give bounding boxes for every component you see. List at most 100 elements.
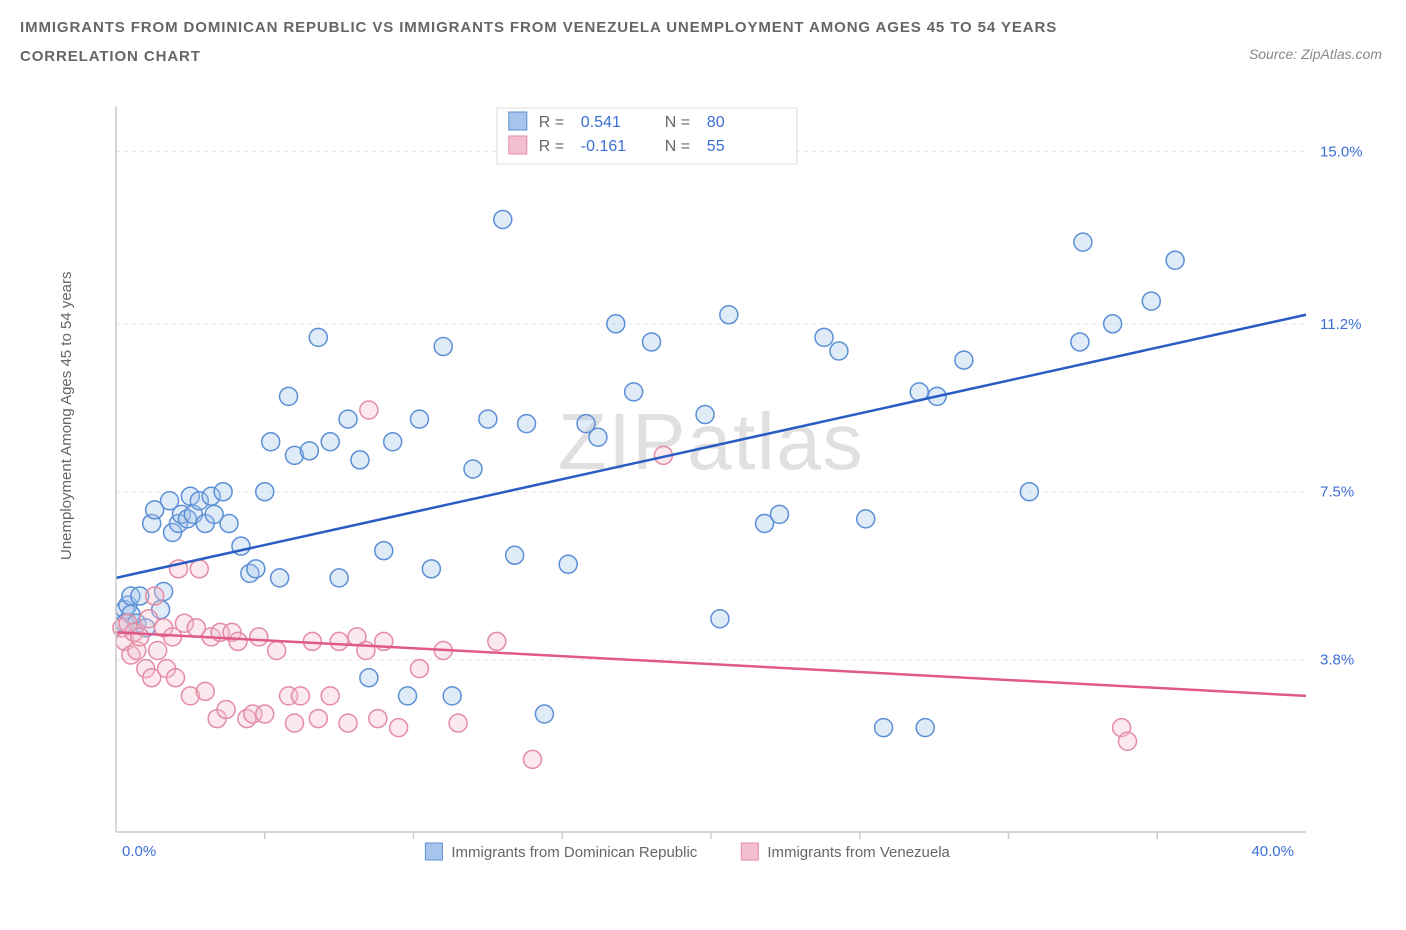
data-point [830, 342, 848, 360]
data-point [422, 560, 440, 578]
data-point [375, 542, 393, 560]
data-point [250, 628, 268, 646]
data-point [309, 328, 327, 346]
data-point [229, 632, 247, 650]
legend-n-value: 55 [707, 138, 725, 155]
data-point [1119, 732, 1137, 750]
scatter-plot: 3.8%7.5%11.2%15.0%ZIPatlas0.0%40.0%R =0.… [98, 100, 1388, 872]
legend-n-label: N = [665, 114, 690, 131]
data-point [506, 546, 524, 564]
data-point [711, 610, 729, 628]
legend-swatch [741, 843, 758, 860]
legend-series-label: Immigrants from Dominican Republic [451, 844, 697, 861]
data-point [196, 682, 214, 700]
data-point [330, 632, 348, 650]
data-point [351, 451, 369, 469]
data-point [524, 750, 542, 768]
legend-r-label: R = [539, 138, 564, 155]
data-point [369, 710, 387, 728]
title-line-1: IMMIGRANTS FROM DOMINICAN REPUBLIC VS IM… [20, 14, 1386, 43]
legend-swatch [509, 136, 527, 154]
data-point [464, 460, 482, 478]
data-point [1074, 233, 1092, 251]
data-point [434, 337, 452, 355]
source-name: ZipAtlas.com [1301, 46, 1382, 62]
data-point [256, 483, 274, 501]
legend-n-label: N = [665, 138, 690, 155]
data-point [518, 415, 536, 433]
y-tick-label: 11.2% [1320, 316, 1361, 333]
x-tick-label: 40.0% [1251, 843, 1294, 860]
data-point [190, 560, 208, 578]
legend-r-label: R = [539, 114, 564, 131]
source-prefix: Source: [1249, 46, 1301, 62]
data-point [131, 628, 149, 646]
y-axis-label: Unemployment Among Ages 45 to 54 years [58, 271, 75, 560]
data-point [449, 714, 467, 732]
data-point [720, 306, 738, 324]
chart-title: IMMIGRANTS FROM DOMINICAN REPUBLIC VS IM… [0, 0, 1406, 71]
data-point [875, 719, 893, 737]
data-point [815, 328, 833, 346]
data-point [589, 428, 607, 446]
data-point [146, 587, 164, 605]
data-point [696, 406, 714, 424]
data-point [286, 714, 304, 732]
data-point [857, 510, 875, 528]
data-point [1142, 292, 1160, 310]
data-point [291, 687, 309, 705]
legend-n-value: 80 [707, 114, 725, 131]
data-point [410, 410, 428, 428]
data-point [488, 632, 506, 650]
data-point [360, 401, 378, 419]
data-point [955, 351, 973, 369]
data-point [220, 514, 238, 532]
data-point [149, 642, 167, 660]
data-point [247, 560, 265, 578]
data-point [300, 442, 318, 460]
y-tick-label: 3.8% [1320, 652, 1354, 669]
data-point [390, 719, 408, 737]
data-point [339, 714, 357, 732]
y-tick-label: 15.0% [1320, 143, 1363, 160]
data-point [321, 687, 339, 705]
x-tick-label: 0.0% [122, 843, 156, 860]
legend-series-label: Immigrants from Venezuela [767, 844, 950, 861]
data-point [770, 505, 788, 523]
data-point [1104, 315, 1122, 333]
data-point [443, 687, 461, 705]
legend-swatch [425, 843, 442, 860]
data-point [1020, 483, 1038, 501]
data-point [607, 315, 625, 333]
data-point [494, 210, 512, 228]
data-point [339, 410, 357, 428]
data-point [309, 710, 327, 728]
data-point [217, 700, 235, 718]
source-attribution: Source: ZipAtlas.com [1249, 46, 1382, 62]
legend-r-value: -0.161 [581, 138, 626, 155]
title-line-2: CORRELATION CHART [20, 43, 1386, 72]
data-point [321, 433, 339, 451]
data-point [214, 483, 232, 501]
data-point [643, 333, 661, 351]
data-point [384, 433, 402, 451]
data-point [410, 660, 428, 678]
regression-line [116, 632, 1306, 696]
data-point [916, 719, 934, 737]
data-point [271, 569, 289, 587]
data-point [330, 569, 348, 587]
legend-r-value: 0.541 [581, 114, 621, 131]
chart-area: Unemployment Among Ages 45 to 54 years 3… [48, 100, 1386, 900]
y-tick-label: 7.5% [1320, 484, 1354, 501]
data-point [262, 433, 280, 451]
data-point [535, 705, 553, 723]
data-point [268, 642, 286, 660]
legend-swatch [509, 112, 527, 130]
data-point [167, 669, 185, 687]
data-point [360, 669, 378, 687]
data-point [625, 383, 643, 401]
data-point [479, 410, 497, 428]
data-point [280, 387, 298, 405]
data-point [399, 687, 417, 705]
data-point [256, 705, 274, 723]
